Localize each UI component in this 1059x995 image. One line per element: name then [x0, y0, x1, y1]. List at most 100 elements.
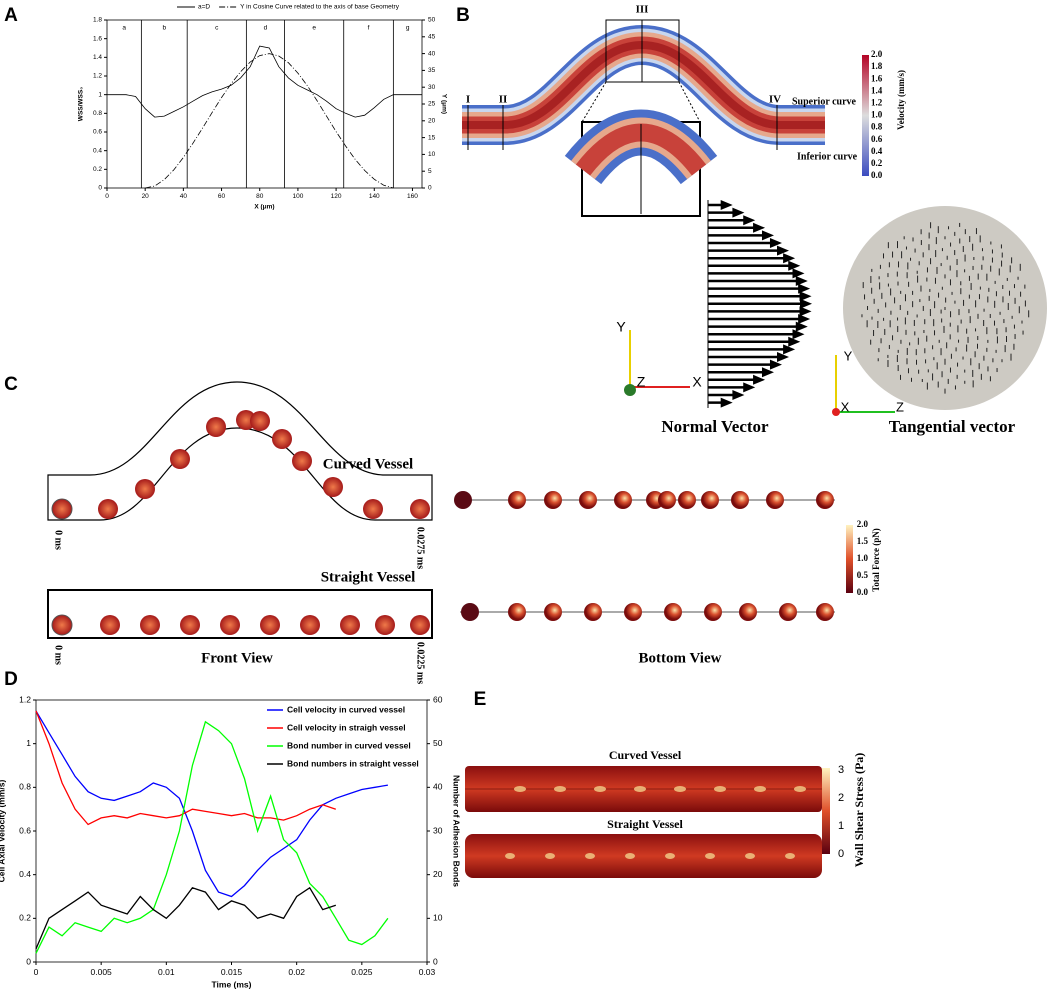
tangential-vectors — [861, 222, 1030, 394]
colorbar-tick: 0.2 — [871, 158, 883, 168]
x-tick-label: 0.02 — [288, 967, 305, 977]
colorbar-tick: 1.0 — [871, 110, 883, 120]
axis-triad — [624, 330, 895, 416]
vector-head — [743, 215, 756, 226]
y2-tick-label: 20 — [428, 118, 436, 125]
vector-head — [783, 253, 796, 264]
colorbar-title: Total Force (pN) — [871, 528, 881, 592]
cell — [140, 615, 160, 635]
vector-head — [743, 382, 756, 393]
y2-tick-label: 5 — [428, 168, 432, 175]
y2-tick-label: 10 — [433, 913, 443, 923]
colorbar-tick: 0.6 — [871, 134, 883, 144]
cell-sphere — [664, 603, 682, 621]
y-tick-label: 1.4 — [93, 54, 102, 61]
y-tick-label: 1.2 — [19, 694, 31, 704]
axis-letter: Z — [896, 399, 904, 414]
vector-head — [800, 298, 812, 309]
cell-sphere — [579, 491, 597, 509]
colorbar-tick: 2.0 — [857, 519, 869, 529]
series-line — [35, 710, 337, 826]
cell — [98, 499, 118, 519]
wss-hotspots — [505, 786, 806, 859]
colorbar-tick: 2.0 — [871, 49, 883, 59]
axis-letter: X — [692, 374, 702, 390]
hotspot — [505, 853, 515, 859]
colorbar-tick: 3 — [838, 764, 844, 776]
y2-tick-label: 0 — [433, 956, 438, 966]
x-tick-label: 0 — [34, 967, 39, 977]
section-label: IV — [769, 94, 781, 106]
x-tick-label: 160 — [407, 193, 418, 200]
x-tick-label: 80 — [256, 193, 264, 200]
hotspot — [585, 853, 595, 859]
cell-sphere — [624, 603, 642, 621]
cell-sphere — [701, 491, 719, 509]
hotspot — [545, 853, 555, 859]
hotspot — [745, 853, 755, 859]
cell — [410, 615, 430, 635]
panel-label: E — [474, 689, 487, 710]
region-label: b — [162, 25, 166, 32]
panel-label: B — [456, 5, 470, 26]
axis-letter: Y — [844, 348, 853, 363]
hotspot — [634, 786, 646, 792]
colorbar-tick: 1.0 — [857, 553, 869, 563]
cell — [410, 499, 430, 519]
cell-sphere — [658, 491, 676, 509]
hotspot — [514, 786, 526, 792]
cell-sphere — [678, 491, 696, 509]
x-axis-title: Time (ms) — [212, 979, 252, 989]
y-tick-label: 1 — [26, 738, 31, 748]
view-title: Front View — [201, 650, 273, 666]
vector-head — [777, 245, 789, 256]
y2-tick-label: 50 — [433, 738, 443, 748]
y2-tick-label: 35 — [428, 67, 436, 74]
x-tick-label: 20 — [142, 193, 150, 200]
vector-head — [720, 200, 733, 210]
vector-head — [792, 329, 805, 340]
colorbar-tick: 1.4 — [871, 85, 883, 95]
vector-head — [799, 306, 812, 317]
cell-sphere — [584, 603, 602, 621]
vector-head — [769, 238, 782, 248]
normal-vector-arrows — [707, 200, 812, 408]
y2-tick-label: 30 — [428, 84, 436, 91]
y2-tick-label: 0 — [428, 185, 432, 192]
time-label: 0 ms — [53, 530, 64, 550]
y2-tick-label: 25 — [428, 101, 436, 108]
x-tick-label: 140 — [369, 193, 380, 200]
hotspot — [714, 786, 726, 792]
cell-sphere — [731, 491, 749, 509]
straight-vessel-wss — [465, 834, 822, 878]
x-tick-label: 0.01 — [158, 967, 175, 977]
y-tick-label: 1.6 — [93, 35, 102, 42]
cell-sphere — [461, 603, 479, 621]
vector-head — [792, 268, 805, 279]
vector-head — [761, 230, 774, 241]
curve-label: Superior curve — [792, 96, 857, 107]
colorbar-title: Wall Shear Stress (Pa) — [852, 753, 866, 868]
y-tick-label: 0.6 — [19, 825, 31, 835]
y2-tick-label: 10 — [428, 151, 436, 158]
cell — [170, 449, 190, 469]
region-label: a — [122, 25, 126, 32]
vessel-title: Straight Vessel — [607, 817, 683, 831]
view-title: Normal Vector — [661, 417, 769, 436]
y-tick-label: 0 — [26, 956, 31, 966]
cell — [363, 499, 383, 519]
hotspot — [705, 853, 715, 859]
legend-entry: Cell velocity in curved vessel — [287, 704, 405, 714]
vector-head — [799, 291, 812, 302]
vector-head — [795, 321, 808, 332]
velocity-colorbar — [862, 55, 869, 176]
x-tick-label: 0.005 — [91, 967, 113, 977]
vessel-title: Curved Vessel — [323, 456, 413, 472]
x-axis-title: X (μm) — [254, 204, 274, 211]
panel-label: D — [4, 669, 18, 690]
axis-letter: Y — [616, 319, 626, 335]
y2-tick-label: 45 — [428, 34, 436, 41]
time-label: 0.0275 ms — [415, 527, 426, 569]
cell-sphere — [614, 491, 632, 509]
x-tick-label: 0.03 — [419, 967, 436, 977]
